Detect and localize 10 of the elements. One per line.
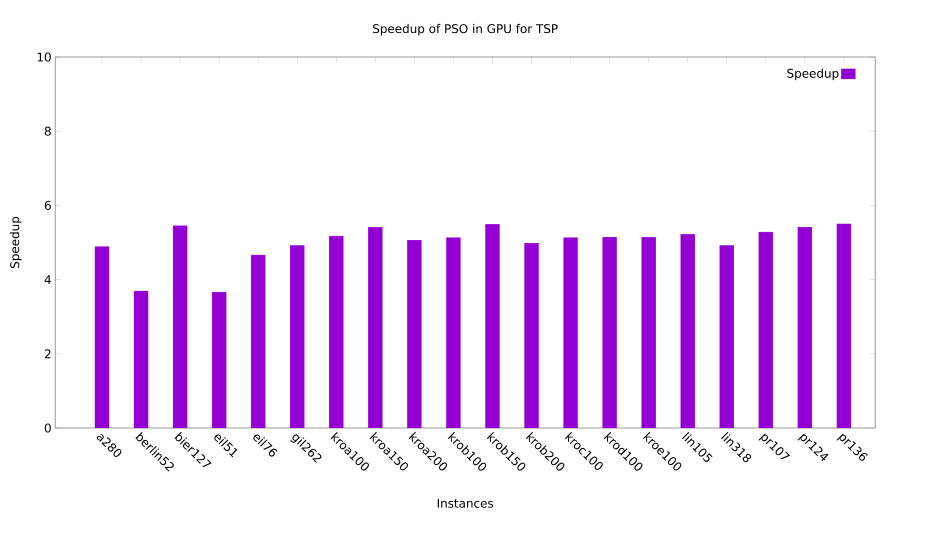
chart-title: Speedup of PSO in GPU for TSP — [373, 24, 558, 36]
x-axis-title: Instances — [438, 498, 494, 508]
y-tick-label: 4 — [44, 275, 51, 284]
y-tick-label: 8 — [44, 126, 51, 136]
y-tick-label: 2 — [44, 349, 50, 358]
y-axis-title: Speedup — [10, 216, 22, 268]
y-tick-label: 6 — [44, 200, 51, 210]
legend-label: Speedup — [787, 68, 839, 80]
y-tick-label: 10 — [38, 52, 51, 62]
y-tick-label: 0 — [44, 423, 51, 433]
